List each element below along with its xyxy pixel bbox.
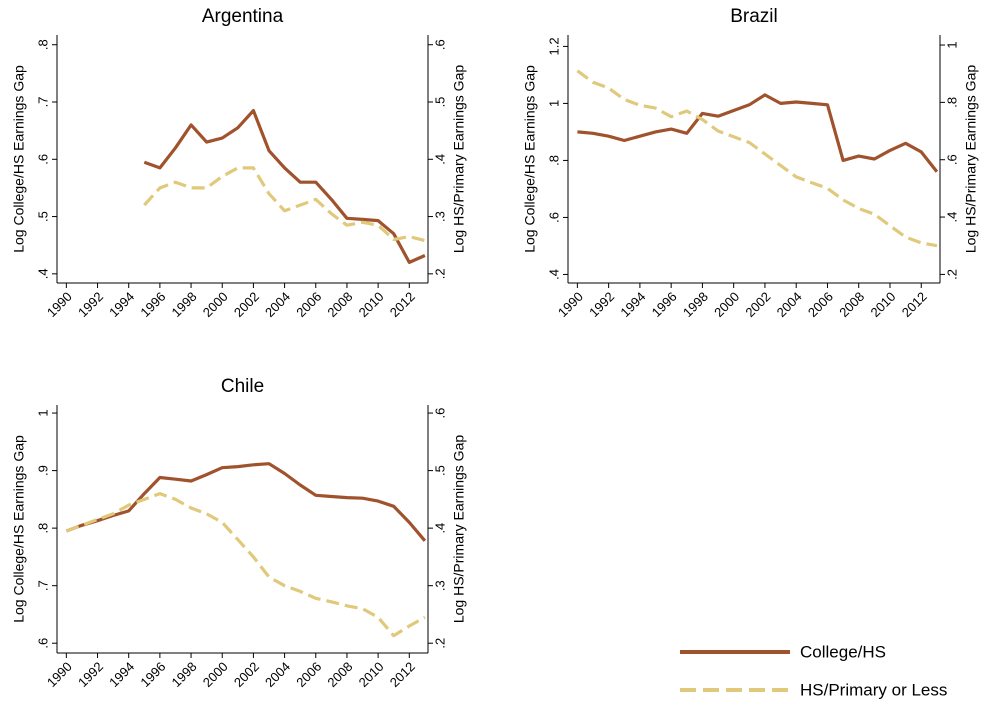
x-tick-label: 2010 [356, 289, 387, 320]
x-tick-label: 2012 [387, 289, 418, 320]
x-tick-label: 1998 [169, 289, 200, 320]
chart-title: Chile [221, 376, 264, 397]
x-tick-label: 2008 [324, 289, 355, 320]
y2-axis-label: Log HS/Primary Earnings Gap [451, 65, 467, 254]
y-axis-label: Log College/HS Earnings Gap [522, 65, 538, 253]
x-tick-label: 2004 [262, 289, 293, 320]
x-tick-label: 2012 [387, 659, 418, 690]
series-line [577, 93, 939, 173]
x-tick-label: 1990 [44, 289, 75, 320]
series-line [65, 462, 427, 542]
y2-tick-label: .2 [432, 638, 447, 649]
x-tick-label: 2010 [356, 659, 387, 690]
y-tick-label: 1 [35, 409, 50, 416]
x-tick-label: 1992 [586, 289, 617, 320]
y-axis-label: Log College/HS Earnings Gap [11, 65, 27, 253]
y-tick-label: .4 [35, 268, 50, 279]
x-tick-label: 1996 [137, 289, 168, 320]
chart-title: Argentina [202, 6, 284, 27]
series-line [576, 69, 938, 248]
y2-axis-label: Log HS/Primary Earnings Gap [963, 65, 979, 254]
y2-tick-label: .6 [944, 154, 959, 165]
y-tick-label: .7 [35, 580, 50, 591]
y-tick-label: .8 [35, 39, 50, 50]
y2-tick-label: .6 [432, 408, 447, 419]
x-tick-label: 1996 [649, 289, 680, 320]
y2-tick-label: .8 [944, 97, 959, 108]
x-tick-label: 1990 [44, 659, 75, 690]
series-line [65, 492, 426, 638]
legend-label: HS/Primary or Less [800, 680, 947, 699]
x-tick-label: 2002 [231, 659, 262, 690]
y2-tick-label: .6 [432, 39, 447, 50]
x-tick-label: 2006 [805, 289, 836, 320]
x-tick-label: 2000 [711, 289, 742, 320]
x-tick-label: 2004 [774, 289, 805, 320]
y2-axis-label: Log HS/Primary Earnings Gap [451, 435, 467, 624]
x-tick-label: 2008 [324, 659, 355, 690]
x-tick-label: 1996 [137, 659, 168, 690]
x-tick-label: 1994 [617, 289, 648, 320]
y-tick-label: 1.2 [546, 37, 561, 55]
y2-tick-label: .3 [432, 580, 447, 591]
y-tick-label: .6 [35, 638, 50, 649]
y2-tick-label: .5 [432, 465, 447, 476]
y2-tick-label: .3 [432, 211, 447, 222]
y2-tick-label: .4 [432, 154, 447, 165]
x-tick-label: 1998 [680, 289, 711, 320]
x-tick-label: 1990 [555, 289, 586, 320]
x-tick-label: 2002 [231, 289, 262, 320]
legend-label: College/HS [800, 642, 886, 661]
y-tick-label: 1 [546, 100, 561, 107]
y-tick-label: .8 [546, 155, 561, 166]
y2-tick-label: .4 [432, 523, 447, 534]
y2-tick-label: .2 [432, 268, 447, 279]
x-tick-label: 2004 [262, 659, 293, 690]
y-tick-label: .6 [35, 154, 50, 165]
y2-tick-label: 1 [944, 41, 959, 48]
y-tick-label: .7 [35, 97, 50, 108]
x-tick-label: 1994 [106, 659, 137, 690]
x-tick-label: 1998 [169, 659, 200, 690]
x-tick-label: 2008 [836, 289, 867, 320]
x-tick-label: 1994 [106, 289, 137, 320]
y-tick-label: .6 [546, 212, 561, 223]
x-tick-label: 1992 [75, 289, 106, 320]
x-tick-label: 2006 [293, 289, 324, 320]
chart-title: Brazil [730, 6, 778, 27]
y-tick-label: .9 [35, 465, 50, 476]
y-tick-label: .4 [546, 269, 561, 280]
y-tick-label: .5 [35, 211, 50, 222]
x-tick-label: 2012 [899, 289, 930, 320]
x-tick-label: 2006 [293, 659, 324, 690]
y-axis-label: Log College/HS Earnings Gap [11, 435, 27, 623]
y-tick-label: .8 [35, 523, 50, 534]
x-tick-label: 2000 [200, 659, 231, 690]
y2-tick-label: .2 [944, 269, 959, 280]
x-tick-label: 2010 [867, 289, 898, 320]
series-line [143, 109, 426, 264]
x-tick-label: 2000 [200, 289, 231, 320]
y2-tick-label: .5 [432, 97, 447, 108]
series-line [143, 166, 426, 243]
x-tick-label: 2002 [742, 289, 773, 320]
x-tick-label: 1992 [75, 659, 106, 690]
y2-tick-label: .4 [944, 212, 959, 223]
